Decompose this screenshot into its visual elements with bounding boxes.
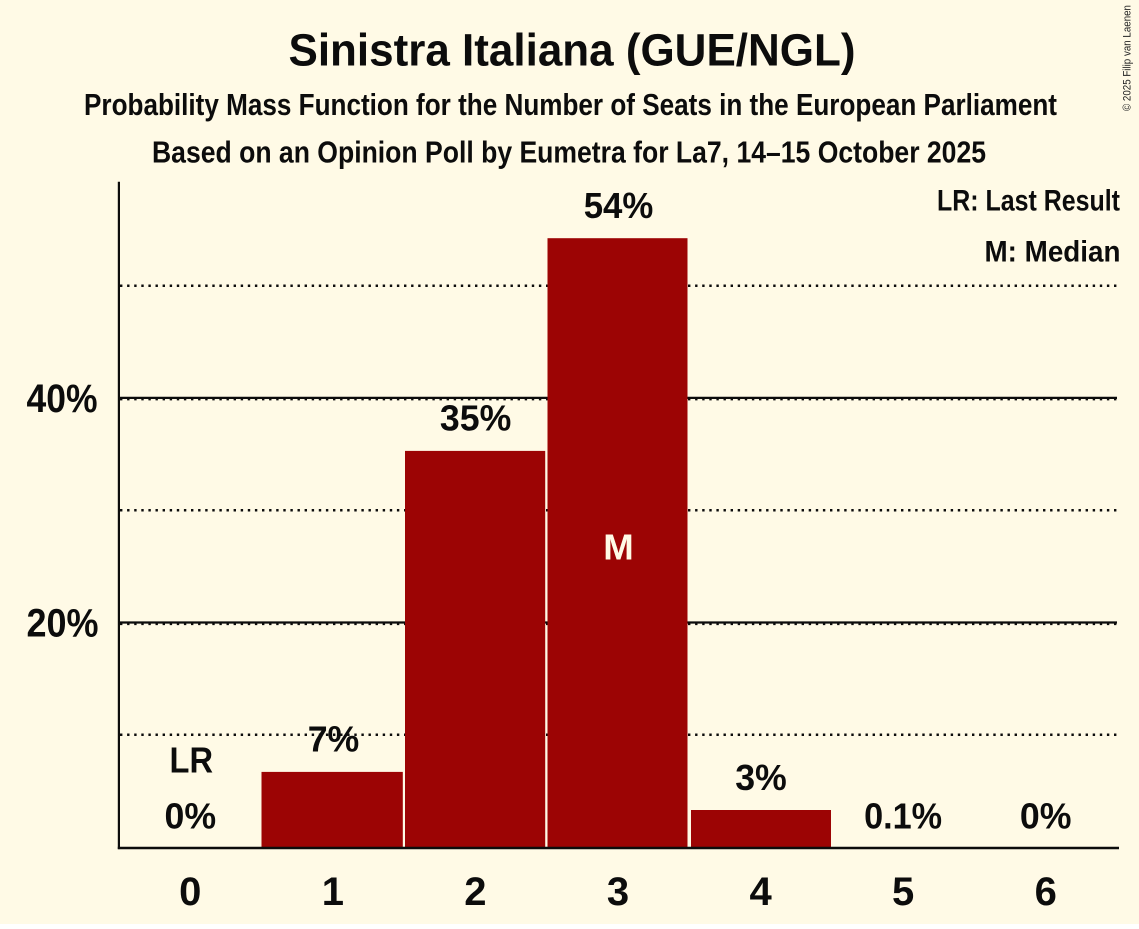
svg-text:0%: 0% (165, 795, 217, 836)
svg-text:LR: Last Result: LR: Last Result (937, 185, 1120, 218)
svg-text:0%: 0% (1020, 795, 1072, 836)
svg-text:3%: 3% (735, 757, 787, 798)
svg-text:4: 4 (749, 870, 772, 914)
svg-text:2: 2 (464, 870, 486, 914)
svg-text:6: 6 (1035, 870, 1057, 914)
svg-text:Based on an Opinion Poll by Eu: Based on an Opinion Poll by Eumetra for … (152, 135, 986, 170)
svg-text:35%: 35% (440, 398, 511, 439)
svg-text:© 2025 Filip van Laenen: © 2025 Filip van Laenen (1122, 5, 1134, 111)
svg-text:0.1%: 0.1% (864, 795, 942, 836)
svg-text:Sinistra Italiana (GUE/NGL): Sinistra Italiana (GUE/NGL) (289, 24, 856, 75)
svg-text:Probability Mass Function for: Probability Mass Function for the Number… (84, 87, 1057, 122)
svg-text:M: M (603, 527, 634, 568)
svg-text:40%: 40% (27, 377, 98, 421)
svg-text:7%: 7% (308, 719, 360, 760)
svg-text:5: 5 (892, 870, 914, 914)
svg-text:3: 3 (607, 870, 629, 914)
svg-text:M: Median: M: Median (985, 235, 1121, 268)
svg-text:1: 1 (322, 870, 344, 914)
svg-text:0: 0 (179, 870, 201, 914)
svg-text:54%: 54% (584, 185, 654, 226)
svg-text:20%: 20% (27, 602, 99, 646)
svg-text:LR: LR (170, 739, 214, 780)
